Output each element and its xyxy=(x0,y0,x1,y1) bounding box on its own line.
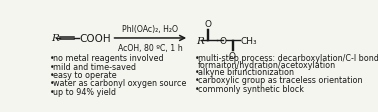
Text: AcOH, 80 ºC, 1 h: AcOH, 80 ºC, 1 h xyxy=(118,44,183,53)
Text: O: O xyxy=(204,19,211,28)
Text: O: O xyxy=(220,36,227,45)
Text: •: • xyxy=(195,84,199,93)
Text: mild and time-saved: mild and time-saved xyxy=(53,62,136,71)
Text: •: • xyxy=(50,62,54,71)
Text: COOH: COOH xyxy=(79,34,111,44)
Text: •: • xyxy=(50,70,54,79)
Text: no metal reagents involved: no metal reagents involved xyxy=(53,54,164,63)
Text: CH₃: CH₃ xyxy=(240,36,257,45)
Text: •: • xyxy=(195,54,199,63)
Text: carboxylic group as traceless orientation: carboxylic group as traceless orientatio… xyxy=(198,76,363,85)
Text: •: • xyxy=(50,87,54,96)
Text: R: R xyxy=(196,36,204,45)
Text: up to 94% yield: up to 94% yield xyxy=(53,87,116,96)
Text: commonly synthetic block: commonly synthetic block xyxy=(198,84,304,93)
Text: •: • xyxy=(195,67,199,76)
Text: •: • xyxy=(50,79,54,88)
Text: easy to operate: easy to operate xyxy=(53,70,117,79)
Text: water as carbonyl oxygen source: water as carbonyl oxygen source xyxy=(53,79,186,88)
Text: •: • xyxy=(195,76,199,85)
Text: O: O xyxy=(229,52,236,61)
Text: alkyne bifunctionization: alkyne bifunctionization xyxy=(198,67,294,76)
Text: R: R xyxy=(51,34,59,43)
Text: PhI(OAc)₂, H₂O: PhI(OAc)₂, H₂O xyxy=(122,24,178,33)
Text: multi-step process: decarboxylation/C-I bond: multi-step process: decarboxylation/C-I … xyxy=(198,54,378,63)
Text: formaiton/hydration/acetoxylation: formaiton/hydration/acetoxylation xyxy=(198,60,336,69)
Text: •: • xyxy=(50,54,54,63)
